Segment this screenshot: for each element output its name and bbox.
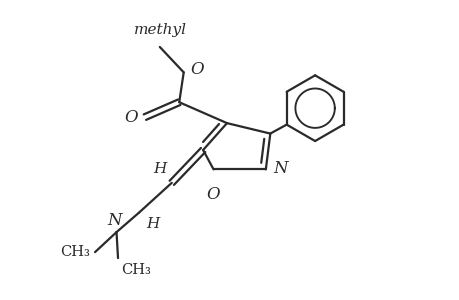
Text: CH₃: CH₃ — [121, 263, 151, 278]
Text: H: H — [153, 162, 166, 176]
Text: N: N — [106, 212, 121, 229]
Text: O: O — [190, 61, 203, 78]
Text: O: O — [124, 109, 138, 126]
Text: methyl: methyl — [134, 23, 186, 38]
Text: CH₃: CH₃ — [60, 244, 90, 259]
Text: H: H — [146, 217, 159, 231]
Text: N: N — [273, 160, 287, 177]
Text: O: O — [206, 186, 220, 203]
